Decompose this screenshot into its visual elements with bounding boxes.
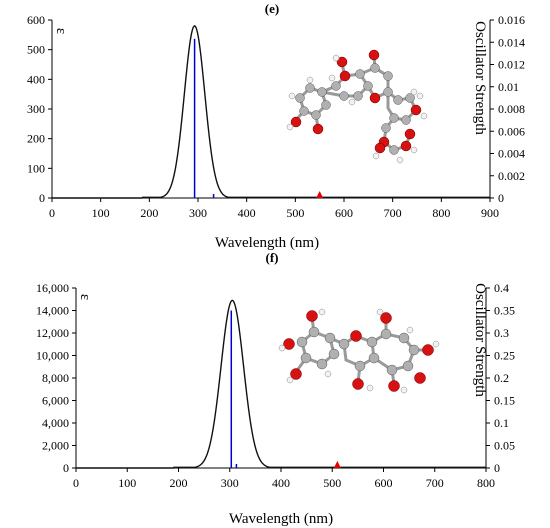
x-axis-label: Wavelength (nm)	[215, 235, 319, 251]
x-tick-label: 800	[432, 206, 450, 220]
series-layer	[76, 299, 486, 469]
y-right-tick-label: 0.1	[494, 416, 509, 430]
y-right-tick-label: 0.15	[494, 394, 515, 408]
series-layer	[52, 25, 490, 199]
y-right-tick-label: 0.3	[494, 326, 509, 340]
y-left-tick-label: 0	[39, 191, 45, 205]
absorption-curve	[76, 299, 486, 469]
y-right-tick-label: 0	[498, 191, 504, 205]
y-right-tick-label: 0.004	[498, 147, 525, 161]
y-left-tick-label: 200	[27, 132, 45, 146]
x-tick-label: 0	[49, 206, 55, 220]
y-left-tick-label: 14,000	[36, 304, 69, 318]
y-left-tick-label: 8,000	[42, 371, 69, 385]
chart-panel-e: (e) Wavelength (nm) ε Oscillator Strengt…	[27, 1, 525, 251]
ticks-layer: 0 100 200 300 400 500 600 700 80002,0004,0006,00…	[36, 281, 515, 490]
molecule-structure-image	[286, 49, 428, 164]
x-tick-label: 200	[140, 206, 158, 220]
red-marker	[333, 461, 341, 468]
absorption-curve	[52, 25, 490, 199]
y-right-tick-label: 0.012	[498, 58, 525, 72]
y-right-tick-label: 0.008	[498, 102, 525, 116]
panel-label: (e)	[265, 1, 279, 16]
x-tick-label: 400	[238, 206, 256, 220]
x-tick-label: 500	[323, 476, 341, 490]
x-tick-label: 600	[335, 206, 353, 220]
y-left-tick-label: 300	[27, 102, 45, 116]
x-tick-label: 800	[477, 476, 495, 490]
red-marker	[316, 191, 324, 198]
y-left-tick-label: 0	[63, 461, 69, 475]
y-right-tick-label: 0.002	[498, 169, 525, 183]
x-tick-label: 600	[375, 476, 393, 490]
y-right-tick-label: 0	[494, 461, 500, 475]
x-tick-label: 100	[92, 206, 110, 220]
y-axis-left-label: ε	[53, 28, 69, 34]
y-axis-right-label: Oscillator Strength	[472, 21, 488, 135]
x-tick-label: 500	[286, 206, 304, 220]
x-tick-label: 700	[426, 476, 444, 490]
x-tick-label: 0	[73, 476, 79, 490]
y-right-tick-label: 0.01	[498, 80, 519, 94]
x-tick-label: 100	[118, 476, 136, 490]
y-right-tick-label: 0.016	[498, 13, 525, 27]
x-tick-label: 400	[272, 476, 290, 490]
y-right-tick-label: 0.2	[494, 371, 509, 385]
y-axis-left-label: ε	[77, 294, 93, 300]
y-left-tick-label: 400	[27, 72, 45, 86]
x-tick-label: 200	[170, 476, 188, 490]
y-right-tick-label: 0.4	[494, 281, 509, 295]
y-left-tick-label: 10,000	[36, 349, 69, 363]
y-right-tick-label: 0.006	[498, 124, 525, 138]
y-left-tick-label: 4,000	[42, 416, 69, 430]
ticks-layer: 0 100 200 300 400 500 600 700 800 900010020030040…	[27, 13, 525, 220]
y-left-tick-label: 2,000	[42, 439, 69, 453]
x-tick-label: 900	[481, 206, 499, 220]
x-tick-label: 300	[189, 206, 207, 220]
chart-panel-f: (f) Wavelength (nm) ε Oscillator Strengt…	[36, 250, 515, 527]
molecule-structure-image	[278, 308, 440, 394]
y-right-tick-label: 0.35	[494, 304, 515, 318]
y-right-tick-label: 0.05	[494, 439, 515, 453]
y-left-tick-label: 6,000	[42, 394, 69, 408]
x-axis-label: Wavelength (nm)	[229, 511, 333, 527]
y-left-tick-label: 16,000	[36, 281, 69, 295]
y-axis-right-label: Oscillator Strength	[472, 283, 488, 397]
axes-layer	[51, 20, 491, 199]
y-left-tick-label: 600	[27, 13, 45, 27]
y-left-tick-label: 100	[27, 161, 45, 175]
y-left-tick-label: 12,000	[36, 326, 69, 340]
panel-label: (f)	[266, 250, 279, 265]
y-left-tick-label: 500	[27, 43, 45, 57]
x-tick-label: 700	[384, 206, 402, 220]
y-right-tick-label: 0.014	[498, 35, 525, 49]
y-right-tick-label: 0.25	[494, 349, 515, 363]
x-tick-label: 300	[221, 476, 239, 490]
